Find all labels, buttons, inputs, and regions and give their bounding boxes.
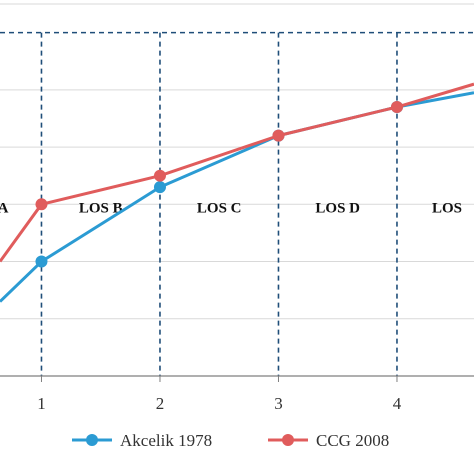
zone-label-0: A: [0, 200, 9, 216]
x-tick-label-1: 1: [37, 394, 46, 413]
zone-label-2: LOS C: [197, 200, 242, 216]
series-1-point-3: [272, 129, 285, 142]
x-tick-label-2: 2: [156, 394, 165, 413]
series-0-point-1: [35, 255, 48, 268]
x-tick-label-4: 4: [393, 394, 402, 413]
zone-label-3: LOS D: [315, 200, 360, 216]
legend-marker-1: [282, 434, 294, 446]
series-0-point-2: [153, 181, 166, 194]
legend-marker-0: [86, 434, 98, 446]
series-line-1: [0, 82, 474, 263]
zone-label-1: LOS B: [79, 200, 123, 216]
zone-label-4: LOS: [432, 200, 462, 216]
x-tick-label-3: 3: [274, 394, 283, 413]
legend-label-0: Akcelik 1978: [120, 431, 212, 450]
series-1-point-4: [390, 101, 403, 114]
legend-label-1: CCG 2008: [316, 431, 389, 450]
series-1-point-1: [35, 198, 48, 211]
series-1-point-2: [153, 169, 166, 182]
